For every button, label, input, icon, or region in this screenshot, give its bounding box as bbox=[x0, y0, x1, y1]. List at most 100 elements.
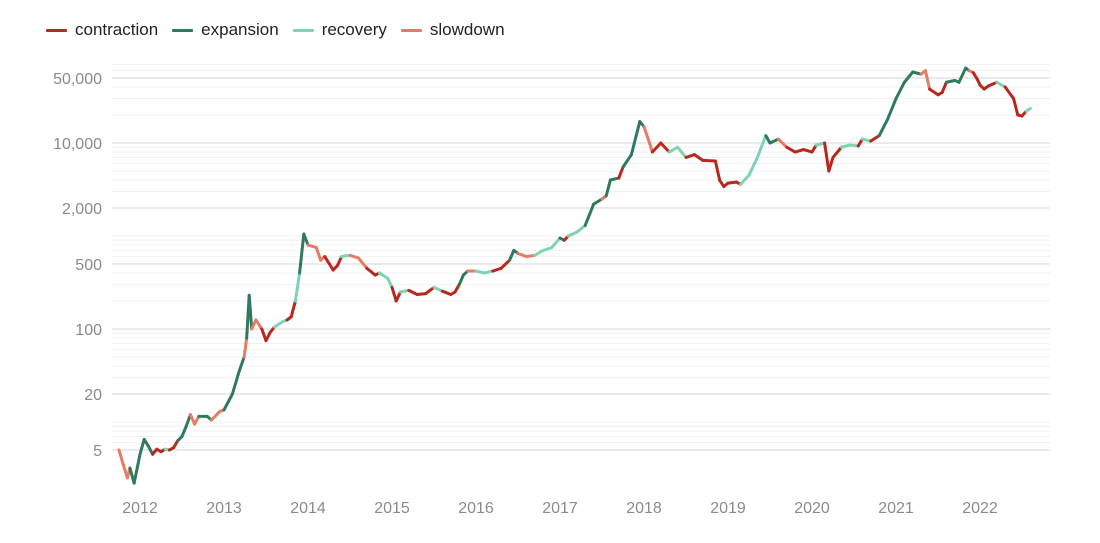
y-tick-label: 10,000 bbox=[53, 136, 102, 153]
segment-recovery bbox=[739, 173, 751, 186]
segment-contraction bbox=[827, 155, 835, 173]
segment-slowdown bbox=[242, 336, 249, 359]
segment-recovery bbox=[272, 320, 285, 329]
segment-contraction bbox=[986, 80, 999, 88]
segment-contraction bbox=[289, 299, 297, 319]
y-tick-label: 2,000 bbox=[62, 201, 102, 218]
x-tick-label: 2014 bbox=[290, 500, 326, 517]
segment-contraction bbox=[394, 290, 402, 303]
x-tick-label: 2019 bbox=[710, 500, 746, 517]
segment-contraction bbox=[264, 330, 272, 343]
segment-contraction bbox=[1012, 97, 1020, 117]
segment-expansion bbox=[132, 452, 142, 485]
segment-expansion bbox=[302, 232, 310, 247]
legend-label: slowdown bbox=[429, 20, 505, 39]
segment-contraction bbox=[365, 266, 377, 277]
segment-contraction bbox=[335, 255, 344, 268]
segment-expansion bbox=[508, 248, 516, 262]
segment-slowdown bbox=[356, 256, 369, 270]
legend-item-contraction[interactable]: contraction bbox=[46, 20, 158, 40]
legend-label: contraction bbox=[75, 20, 159, 39]
x-tick-label: 2013 bbox=[206, 500, 242, 517]
segment-expansion bbox=[247, 293, 254, 331]
segment-expansion bbox=[894, 80, 906, 101]
segment-expansion bbox=[230, 369, 241, 396]
x-tick-label: 2012 bbox=[122, 500, 158, 517]
x-tick-label: 2016 bbox=[458, 500, 494, 517]
segment-contraction bbox=[323, 255, 335, 272]
segment-expansion bbox=[222, 392, 234, 412]
segment-expansion bbox=[298, 232, 306, 275]
segment-contraction bbox=[1003, 85, 1016, 101]
segment-expansion bbox=[237, 355, 246, 373]
segment-slowdown bbox=[646, 137, 654, 154]
legend-label: expansion bbox=[201, 20, 279, 39]
segment-recovery bbox=[550, 236, 562, 250]
segment-slowdown bbox=[117, 448, 125, 466]
segment-slowdown bbox=[923, 69, 932, 91]
x-tick-label: 2022 bbox=[962, 500, 998, 517]
segment-recovery bbox=[377, 271, 390, 280]
segment-contraction bbox=[440, 289, 453, 296]
y-tick-label: 100 bbox=[75, 322, 102, 339]
segment-recovery bbox=[293, 271, 302, 303]
legend-swatch bbox=[46, 28, 67, 32]
y-tick-label: 50,000 bbox=[53, 71, 102, 88]
segment-recovery bbox=[533, 248, 545, 257]
x-tick-label: 2015 bbox=[374, 500, 410, 517]
y-axis: 50,000 10,000 2,000 500 100 20 5 bbox=[53, 71, 102, 460]
segment-contraction bbox=[940, 80, 948, 94]
segment-recovery bbox=[995, 80, 1007, 89]
segment-slowdown bbox=[642, 125, 650, 141]
segment-contraction bbox=[617, 165, 625, 180]
segment-recovery bbox=[575, 223, 587, 234]
segment-expansion bbox=[768, 137, 780, 145]
segment-contraction bbox=[869, 134, 881, 143]
segment-expansion bbox=[957, 66, 968, 84]
legend-label: recovery bbox=[321, 20, 387, 39]
legend-item-recovery[interactable]: recovery bbox=[292, 20, 387, 40]
segment-expansion bbox=[886, 97, 898, 121]
segment-contraction bbox=[390, 285, 398, 303]
legend-swatch bbox=[292, 28, 314, 32]
segment-slowdown bbox=[776, 137, 789, 149]
x-tick-label: 2020 bbox=[794, 500, 830, 517]
segment-expansion bbox=[629, 120, 642, 157]
segment-expansion bbox=[592, 197, 604, 206]
y-tick-label: 5 bbox=[93, 443, 102, 460]
x-tick-label: 2017 bbox=[542, 500, 578, 517]
segment-contraction bbox=[692, 153, 705, 162]
segment-expansion bbox=[621, 153, 633, 169]
y-tick-label: 500 bbox=[75, 257, 102, 274]
price-series bbox=[117, 66, 1032, 485]
legend-swatch bbox=[400, 28, 422, 32]
segment-recovery bbox=[566, 230, 579, 238]
segment-contraction bbox=[701, 158, 717, 163]
x-tick-label: 2021 bbox=[878, 500, 914, 517]
gridlines bbox=[112, 63, 1050, 451]
y-tick-label: 20 bbox=[84, 387, 102, 404]
segment-slowdown bbox=[314, 246, 323, 262]
segment-expansion bbox=[902, 70, 915, 84]
x-axis: 2012 2013 2014 2015 2016 2017 2018 2019 2020 2021… bbox=[122, 500, 998, 517]
segment-recovery bbox=[667, 145, 680, 154]
legend-item-slowdown[interactable]: slowdown bbox=[400, 20, 505, 40]
segment-recovery bbox=[755, 134, 768, 159]
segment-slowdown bbox=[254, 318, 264, 331]
segment-recovery bbox=[1024, 106, 1032, 113]
segment-slowdown bbox=[209, 409, 222, 422]
segment-expansion bbox=[457, 273, 465, 287]
segment-contraction bbox=[650, 141, 663, 154]
legend-swatch bbox=[172, 28, 194, 32]
segment-recovery bbox=[676, 145, 688, 159]
segment-expansion bbox=[138, 437, 146, 456]
segment-contraction bbox=[407, 288, 419, 296]
segment-recovery bbox=[432, 285, 444, 293]
segment-expansion bbox=[180, 424, 188, 438]
legend-item-expansion[interactable]: expansion bbox=[172, 20, 279, 40]
segment-contraction bbox=[499, 258, 512, 270]
segment-contraction bbox=[713, 159, 722, 182]
segment-contraction bbox=[928, 87, 940, 97]
segment-contraction bbox=[823, 141, 831, 173]
